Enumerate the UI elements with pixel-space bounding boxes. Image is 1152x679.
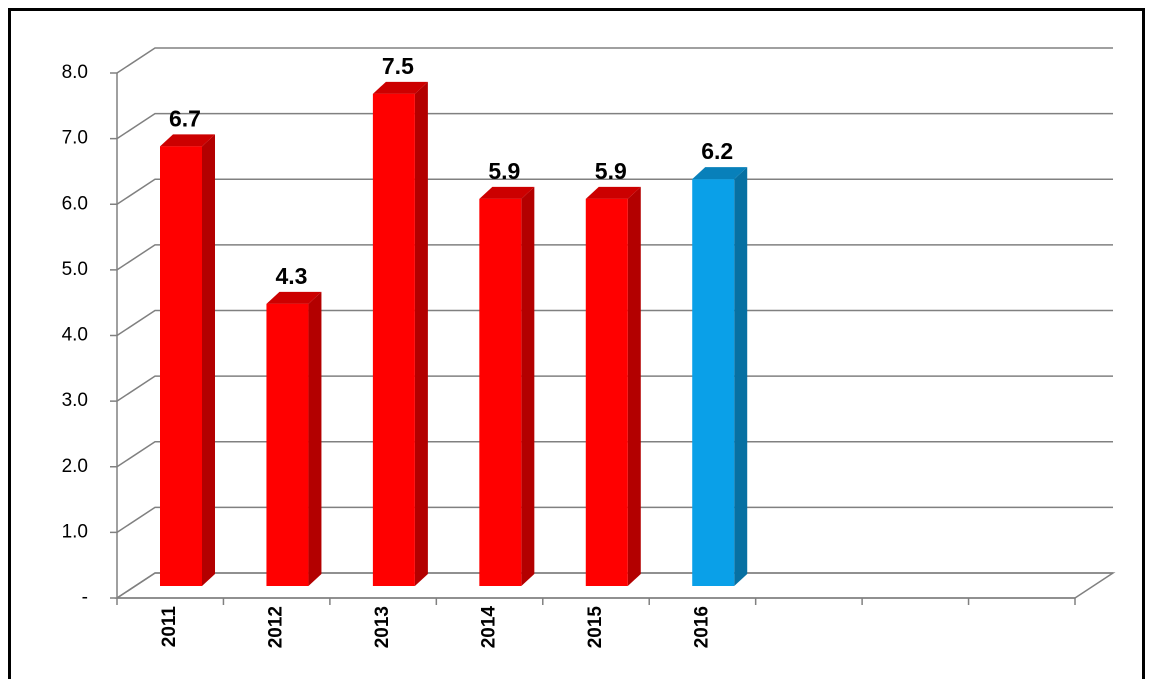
y-tick-label: 2.0 bbox=[62, 456, 88, 477]
y-tick-label: 3.0 bbox=[62, 390, 88, 411]
bar-side bbox=[521, 186, 535, 586]
value-label: 6.2 bbox=[701, 138, 733, 164]
grid-line bbox=[116, 441, 1113, 468]
grid-line bbox=[116, 178, 1113, 205]
bar-side bbox=[414, 81, 428, 586]
grid-line bbox=[116, 572, 1113, 599]
x-tick-label: 2012 bbox=[266, 606, 287, 648]
y-tick-label: 7.0 bbox=[62, 128, 88, 149]
bar-side bbox=[627, 186, 641, 586]
grid-line bbox=[116, 112, 1113, 140]
value-label: 5.9 bbox=[595, 158, 627, 184]
grid-line bbox=[116, 506, 1113, 534]
y-tick-label: 1.0 bbox=[62, 521, 88, 542]
value-label: 4.3 bbox=[275, 263, 307, 289]
value-label: 5.9 bbox=[488, 158, 520, 184]
x-tick-label: 2013 bbox=[372, 606, 393, 648]
x-tick-label: 2011 bbox=[159, 606, 180, 648]
bar bbox=[160, 146, 202, 586]
bar bbox=[692, 179, 735, 586]
bar-side bbox=[202, 134, 215, 586]
value-label: 7.5 bbox=[382, 53, 414, 79]
bar bbox=[266, 303, 309, 586]
bar-side bbox=[308, 291, 322, 586]
bar-top bbox=[479, 186, 535, 199]
bar-top bbox=[160, 134, 215, 147]
bar-top bbox=[585, 186, 641, 199]
value-label: 6.7 bbox=[169, 105, 201, 131]
x-tick-label: 2014 bbox=[479, 606, 500, 649]
y-tick-label: 4.0 bbox=[62, 325, 88, 346]
grid-line bbox=[116, 244, 1113, 271]
y-tick-label: 8.0 bbox=[62, 62, 88, 83]
grid-line bbox=[116, 47, 1113, 74]
grid-line bbox=[116, 375, 1113, 402]
bar-top bbox=[372, 81, 428, 94]
bar bbox=[585, 198, 628, 586]
bar bbox=[479, 198, 522, 586]
y-tick-label: 6.0 bbox=[62, 193, 88, 214]
x-tick-label: 2016 bbox=[691, 606, 712, 648]
y-tick-label: 5.0 bbox=[62, 259, 88, 280]
bar-side bbox=[734, 167, 748, 586]
bar bbox=[372, 93, 415, 586]
bar-top bbox=[266, 291, 322, 304]
bar-top bbox=[692, 167, 748, 180]
x-tick-label: 2015 bbox=[585, 606, 606, 649]
y-tick-label: - bbox=[82, 587, 88, 608]
grid-line bbox=[116, 309, 1113, 337]
